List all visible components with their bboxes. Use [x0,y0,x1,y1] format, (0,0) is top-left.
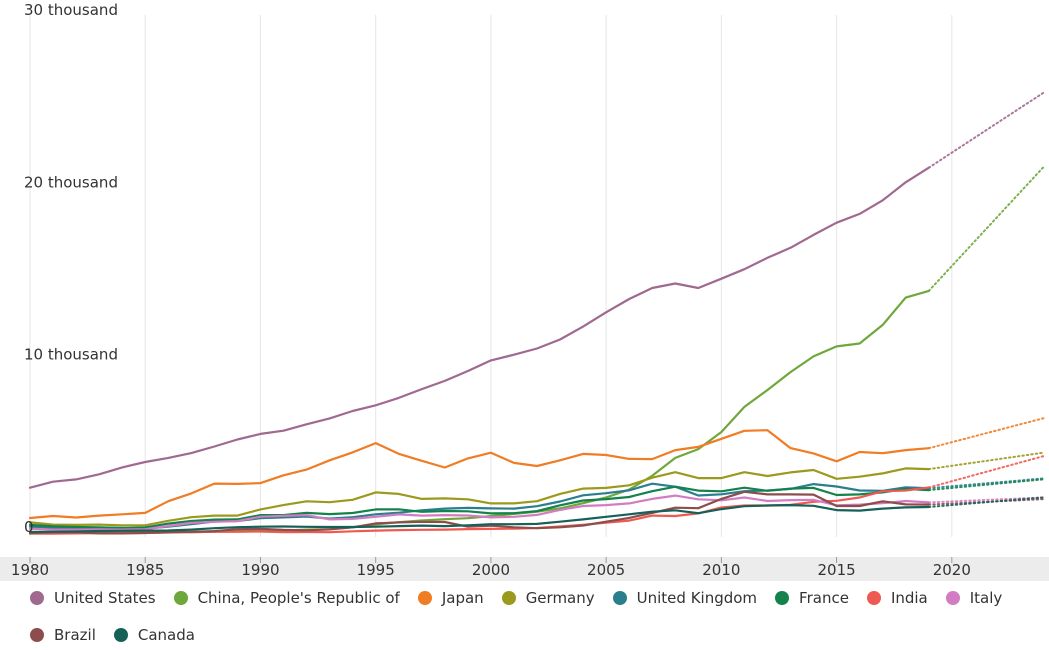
legend: United States China, People's Republic of… [30,586,1040,647]
x-axis-band [0,557,1049,581]
y-tick-label: 20 thousand [24,173,118,191]
series-projection-1 [927,165,1045,292]
legend-swatch [775,591,790,605]
legend-swatch [30,591,44,605]
axis-layer: 1980 1985 1990 1995 2000 2005 2010 2015 2020 0 10 … [0,1,1049,581]
series-line-7 [28,494,930,531]
legend-label: Canada [137,626,195,644]
legend-item[interactable]: India [866,586,928,610]
legend-item[interactable]: United States [30,586,156,610]
grid-layer [29,15,953,537]
legend-item[interactable]: United Kingdom [612,586,758,610]
x-tick-label: 2020 [933,561,971,579]
series-line-0 [28,166,930,489]
legend-label: Italy [969,589,1003,607]
chart-svg: 1980 1985 1990 1995 2000 2005 2010 2015 2020 0 10 … [0,1,1049,581]
series-line-9 [28,504,930,534]
x-tick-label: 1995 [357,561,395,579]
series-line-5 [28,485,930,530]
x-tick-label: 1980 [11,561,49,579]
legend-swatch [417,591,432,605]
legend-swatch [866,591,881,605]
x-tick-label: 2005 [587,561,625,579]
legend-label: Germany [525,589,595,607]
legend-swatch [173,591,188,605]
y-tick-label: 10 thousand [24,346,118,364]
series-projection-5 [927,478,1045,492]
x-tick-label: 2015 [817,561,855,579]
legend-swatch [501,591,516,605]
legend-label: India [890,589,928,607]
series-projection-4 [927,477,1045,490]
legend-label: France [799,589,849,607]
series-line-1 [28,289,930,534]
legend-swatch [113,628,128,642]
legend-label: United Kingdom [636,589,758,607]
legend-label: United States [54,589,156,607]
legend-item[interactable]: Italy [945,586,1003,610]
x-tick-label: 1985 [126,561,164,579]
series-projection-3 [927,451,1045,471]
legend-item[interactable]: Japan [417,586,484,610]
legend-swatch [612,591,627,605]
series-layer [28,166,930,535]
series-projection-2 [927,417,1045,450]
series-projection-9 [927,496,1045,508]
x-tick-label: 2000 [472,561,510,579]
x-tick-label: 1990 [241,561,279,579]
series-projection-6 [927,455,1045,489]
series-projection-0 [927,91,1045,169]
legend-swatch [945,591,960,605]
legend-swatch [30,628,44,642]
projection-layer [927,91,1045,508]
legend-label: China, People's Republic of [197,589,400,607]
y-tick-label: 30 thousand [24,1,118,19]
legend-item[interactable]: Canada [113,623,195,647]
series-line-3 [28,467,930,527]
legend-item[interactable]: Brazil [30,623,96,647]
y-tick-label: 0 [24,518,34,536]
legend-label: Brazil [54,626,96,644]
x-tick-label: 2010 [702,561,740,579]
series-line-2 [28,429,930,520]
legend-label: Japan [441,589,484,607]
legend-item[interactable]: Germany [501,586,595,610]
legend-item[interactable]: France [775,586,849,610]
legend-item[interactable]: China, People's Republic of [173,586,400,610]
series-line-8 [28,490,930,535]
